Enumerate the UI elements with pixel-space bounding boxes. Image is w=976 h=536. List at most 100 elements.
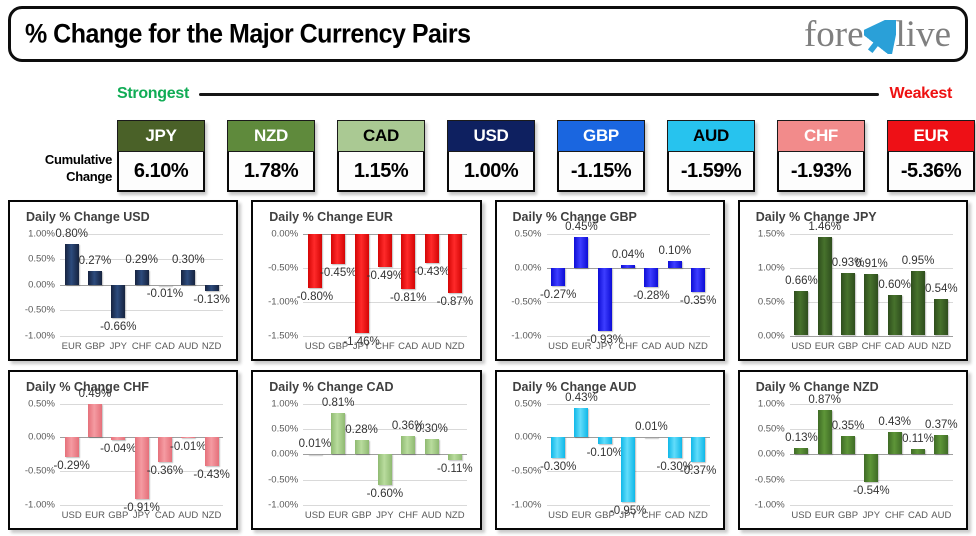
data-label: 0.54% xyxy=(925,282,958,295)
strength-scale: Strongest Weakest xyxy=(117,84,952,104)
category-label: AUD xyxy=(931,510,952,521)
bar-aud xyxy=(181,437,196,438)
data-label: -0.01% xyxy=(170,441,207,453)
category-label: EUR xyxy=(61,340,82,352)
data-label: 0.10% xyxy=(658,245,692,258)
y-axis-label: 1.00% xyxy=(757,398,785,409)
data-label: -0.01% xyxy=(146,288,184,301)
bar-chf xyxy=(377,234,392,268)
bar-gbp xyxy=(841,436,856,455)
bar-chf xyxy=(134,270,149,285)
data-label: -0.35% xyxy=(679,294,717,307)
chart-panel-jpy: Daily % Change JPY 1.50% 1.00% 0.50% 0.00% 0.… xyxy=(737,200,968,361)
y-axis-label: 0.50% xyxy=(514,398,542,409)
chart-plot: 0.00% -0.50% -1.00% -1.50% -0.80% USD -0.45% GB… xyxy=(268,229,473,352)
y-axis-label: 0.50% xyxy=(757,296,785,308)
gridline xyxy=(303,301,467,303)
category-label: GBP xyxy=(328,340,349,352)
data-label: 0.29% xyxy=(125,254,158,267)
data-label: 0.30% xyxy=(415,423,448,436)
bar-gbp xyxy=(331,234,346,265)
data-label: 0.60% xyxy=(878,278,911,291)
category-label: NZD xyxy=(445,340,465,352)
y-axis-label: 0.50% xyxy=(514,228,542,240)
category-label: USD xyxy=(791,340,812,352)
data-label: 0.43% xyxy=(565,392,598,405)
bar-nzd xyxy=(204,284,219,292)
chart-panel-aud: Daily % Change AUD 0.50% 0.00% -0.50% -1.00%… xyxy=(494,369,725,530)
cumulative-label-line1: Cumulative xyxy=(44,152,112,167)
gridline xyxy=(789,505,953,506)
chart-plot: 1.50% 1.00% 0.50% 0.00% 0.66% USD 1.46% EUR 0.93… xyxy=(758,221,958,352)
category-label: CHF xyxy=(375,340,395,352)
gridline xyxy=(546,505,710,506)
chart-panel-gbp: Daily % Change GBP 0.50% 0.00% -0.50% -1.00%… xyxy=(494,200,725,361)
gridline xyxy=(303,403,467,405)
bar-cad xyxy=(911,448,925,455)
bar-cad xyxy=(667,437,682,458)
chart-plot: 0.50% 0.00% -0.50% -1.00% -0.27% USD 0.45% EUR -… xyxy=(511,221,716,351)
gridline xyxy=(789,428,953,430)
forexlive-logo: fore live xyxy=(804,16,951,54)
gridline xyxy=(303,335,467,337)
bar-usd xyxy=(64,437,79,457)
y-axis-label: 0.50% xyxy=(28,398,55,409)
scale-line xyxy=(198,92,880,96)
cumulative-value: 1.00% xyxy=(447,152,535,192)
category-label: USD xyxy=(304,510,325,521)
data-label: -0.93% xyxy=(586,333,624,346)
data-label: 0.93% xyxy=(831,256,865,269)
category-label: CAD xyxy=(398,340,419,352)
cumulative-value: -1.59% xyxy=(667,152,755,192)
category-label: AUD xyxy=(421,510,442,521)
y-axis-label: -0.50% xyxy=(511,296,542,308)
bar-usd xyxy=(551,267,566,287)
y-axis-label: 0.50% xyxy=(271,423,299,435)
data-label: 0.80% xyxy=(55,228,88,241)
data-label: -0.43% xyxy=(193,469,230,482)
currency-box-eur: EUR -5.36% xyxy=(887,120,975,192)
y-axis-label: -1.00% xyxy=(511,499,542,511)
gridline xyxy=(546,335,710,337)
currency-code: JPY xyxy=(117,120,205,152)
data-label: 0.49% xyxy=(78,388,112,401)
bar-eur xyxy=(574,237,589,268)
y-axis-label: 1.00% xyxy=(757,262,785,274)
data-label: -0.49% xyxy=(366,270,404,283)
category-label: JPY xyxy=(376,510,394,521)
category-label: JPY xyxy=(352,340,371,352)
data-label: 0.30% xyxy=(171,253,205,266)
data-label: -0.27% xyxy=(539,289,577,302)
bar-nzd xyxy=(934,298,949,336)
category-label: GBP xyxy=(351,510,372,521)
cumulative-value: -5.36% xyxy=(887,152,975,192)
category-label: JPY xyxy=(132,510,151,521)
bar-cad xyxy=(157,437,172,462)
currency-box-chf: CHF -1.93% xyxy=(777,120,865,192)
category-label: EUR xyxy=(84,510,105,521)
category-label: EUR xyxy=(814,340,835,352)
category-label: CAD xyxy=(641,340,662,352)
page-title: % Change for the Major Currency Pairs xyxy=(25,18,471,49)
y-axis-label: 0.00% xyxy=(757,448,785,460)
data-label: -0.13% xyxy=(193,294,230,307)
category-label: CHF xyxy=(641,510,662,521)
gridline xyxy=(789,335,953,337)
bar-aud xyxy=(181,269,196,285)
y-axis-label: 0.00% xyxy=(514,262,542,274)
weakest-label: Weakest xyxy=(889,85,952,102)
category-label: USD xyxy=(61,510,82,521)
category-label: CHF xyxy=(131,340,152,352)
y-axis-label: 1.50% xyxy=(757,228,785,240)
y-axis-label: -0.50% xyxy=(24,304,55,316)
category-label: NZD xyxy=(201,340,222,352)
gridline xyxy=(303,267,467,269)
chart-panel-cad: Daily % Change CAD 1.00% 0.50% 0.00% -0.50% -… xyxy=(251,369,482,530)
data-label: 0.27% xyxy=(78,255,112,268)
bar-gbp xyxy=(841,272,856,336)
category-label: EUR xyxy=(814,510,835,521)
y-axis-label: 1.00% xyxy=(271,398,299,409)
y-axis-label: -0.50% xyxy=(268,474,299,486)
data-label: 0.01% xyxy=(298,437,332,450)
category-label: GBP xyxy=(838,340,859,352)
